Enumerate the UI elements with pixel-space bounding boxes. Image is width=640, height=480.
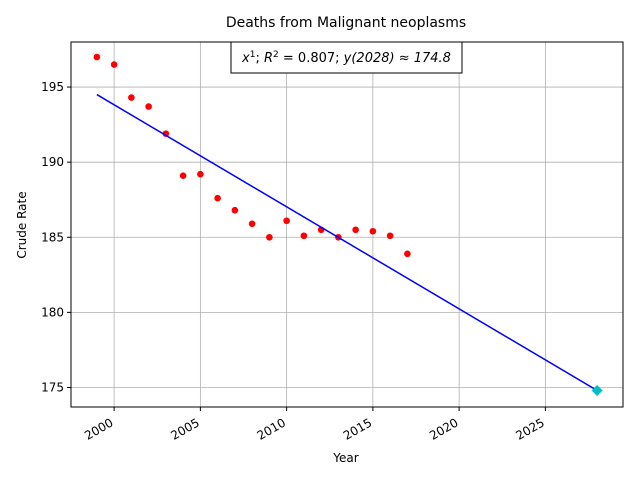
annotation-r-symbol: R — [264, 51, 273, 66]
data-point — [386, 232, 394, 240]
y-tick-label: 190 — [41, 155, 64, 169]
prediction-point — [591, 384, 603, 396]
x-tick-label: 2020 — [427, 415, 460, 442]
annotation-pred: y(2028) ≈ 174.8 — [343, 51, 451, 66]
annotation-text: x1; R2 = 0.807; y(2028) ≈ 174.8 — [241, 50, 451, 66]
y-tick-label: 185 — [41, 230, 64, 244]
data-point — [300, 232, 308, 240]
annotation-r-exp: 2 — [273, 50, 279, 60]
plot-frame — [70, 41, 624, 408]
annotation-poly: x — [241, 51, 250, 66]
data-point — [179, 172, 187, 179]
x-axis-label: Year — [332, 451, 358, 465]
series-layer — [93, 53, 603, 396]
annotation-power: 1 — [250, 50, 256, 60]
ticks: 2000 2005 2010 2015 2020 2025 175 180 185 190 195 — [41, 80, 547, 443]
x-tick-label: 2025 — [513, 415, 546, 442]
x-tick-label: 2015 — [341, 415, 374, 442]
y-tick-label: 195 — [41, 80, 64, 94]
data-point — [214, 194, 221, 202]
data-point — [369, 227, 377, 235]
y-tick-label: 175 — [41, 380, 64, 394]
y-axis-label: Crude Rate — [15, 191, 29, 258]
data-point — [110, 61, 118, 68]
data-point — [128, 94, 135, 101]
annotation-r-value: = 0.807; — [279, 51, 344, 66]
data-point — [283, 217, 290, 225]
grid — [71, 42, 623, 407]
data-point — [266, 233, 273, 241]
data-point — [145, 103, 152, 110]
data-point — [352, 226, 359, 234]
y-tick-label: 180 — [41, 305, 64, 319]
data-point — [93, 53, 101, 61]
annotation-r-prefix: ; — [255, 51, 264, 66]
chart-title: Deaths from Malignant neoplasms — [226, 15, 466, 31]
annotation-box: x1; R2 = 0.807; y(2028) ≈ 174.8 — [230, 41, 463, 74]
x-tick-label: 2010 — [255, 415, 288, 442]
data-point — [404, 250, 411, 258]
x-tick-label: 2005 — [168, 415, 201, 442]
data-point — [248, 220, 256, 228]
fit-line — [96, 93, 598, 392]
data-point — [197, 170, 204, 178]
x-tick-label: 2000 — [82, 415, 115, 442]
data-point — [231, 206, 239, 214]
